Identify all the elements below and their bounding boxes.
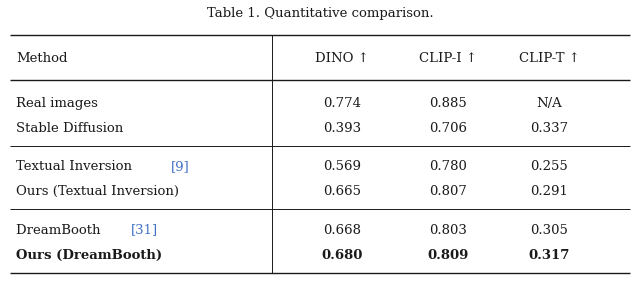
Text: N/A: N/A <box>536 97 562 110</box>
Text: 0.803: 0.803 <box>429 224 467 237</box>
Text: 0.393: 0.393 <box>323 122 362 135</box>
Text: DINO ↑: DINO ↑ <box>316 53 369 65</box>
Text: 0.780: 0.780 <box>429 160 467 173</box>
Text: CLIP-T ↑: CLIP-T ↑ <box>518 53 580 65</box>
Text: Method: Method <box>16 53 67 65</box>
Text: 0.809: 0.809 <box>428 249 468 262</box>
Text: Ours (Textual Inversion): Ours (Textual Inversion) <box>16 185 179 198</box>
Text: 0.305: 0.305 <box>530 224 568 237</box>
Text: Ours (DreamBooth): Ours (DreamBooth) <box>16 249 162 262</box>
Text: [9]: [9] <box>171 160 190 173</box>
Text: 0.255: 0.255 <box>531 160 568 173</box>
Text: [31]: [31] <box>131 224 157 237</box>
Text: Table 1. Quantitative comparison.: Table 1. Quantitative comparison. <box>207 7 433 20</box>
Text: 0.774: 0.774 <box>323 97 362 110</box>
Text: DreamBooth: DreamBooth <box>16 224 105 237</box>
Text: Stable Diffusion: Stable Diffusion <box>16 122 124 135</box>
Text: CLIP-I ↑: CLIP-I ↑ <box>419 53 477 65</box>
Text: 0.885: 0.885 <box>429 97 467 110</box>
Text: 0.668: 0.668 <box>323 224 362 237</box>
Text: 0.337: 0.337 <box>530 122 568 135</box>
Text: 0.665: 0.665 <box>323 185 362 198</box>
Text: 0.807: 0.807 <box>429 185 467 198</box>
Text: Textual Inversion: Textual Inversion <box>16 160 136 173</box>
Text: 0.569: 0.569 <box>323 160 362 173</box>
Text: 0.706: 0.706 <box>429 122 467 135</box>
Text: 0.680: 0.680 <box>322 249 363 262</box>
Text: 0.291: 0.291 <box>530 185 568 198</box>
Text: Real images: Real images <box>16 97 98 110</box>
Text: 0.317: 0.317 <box>529 249 570 262</box>
